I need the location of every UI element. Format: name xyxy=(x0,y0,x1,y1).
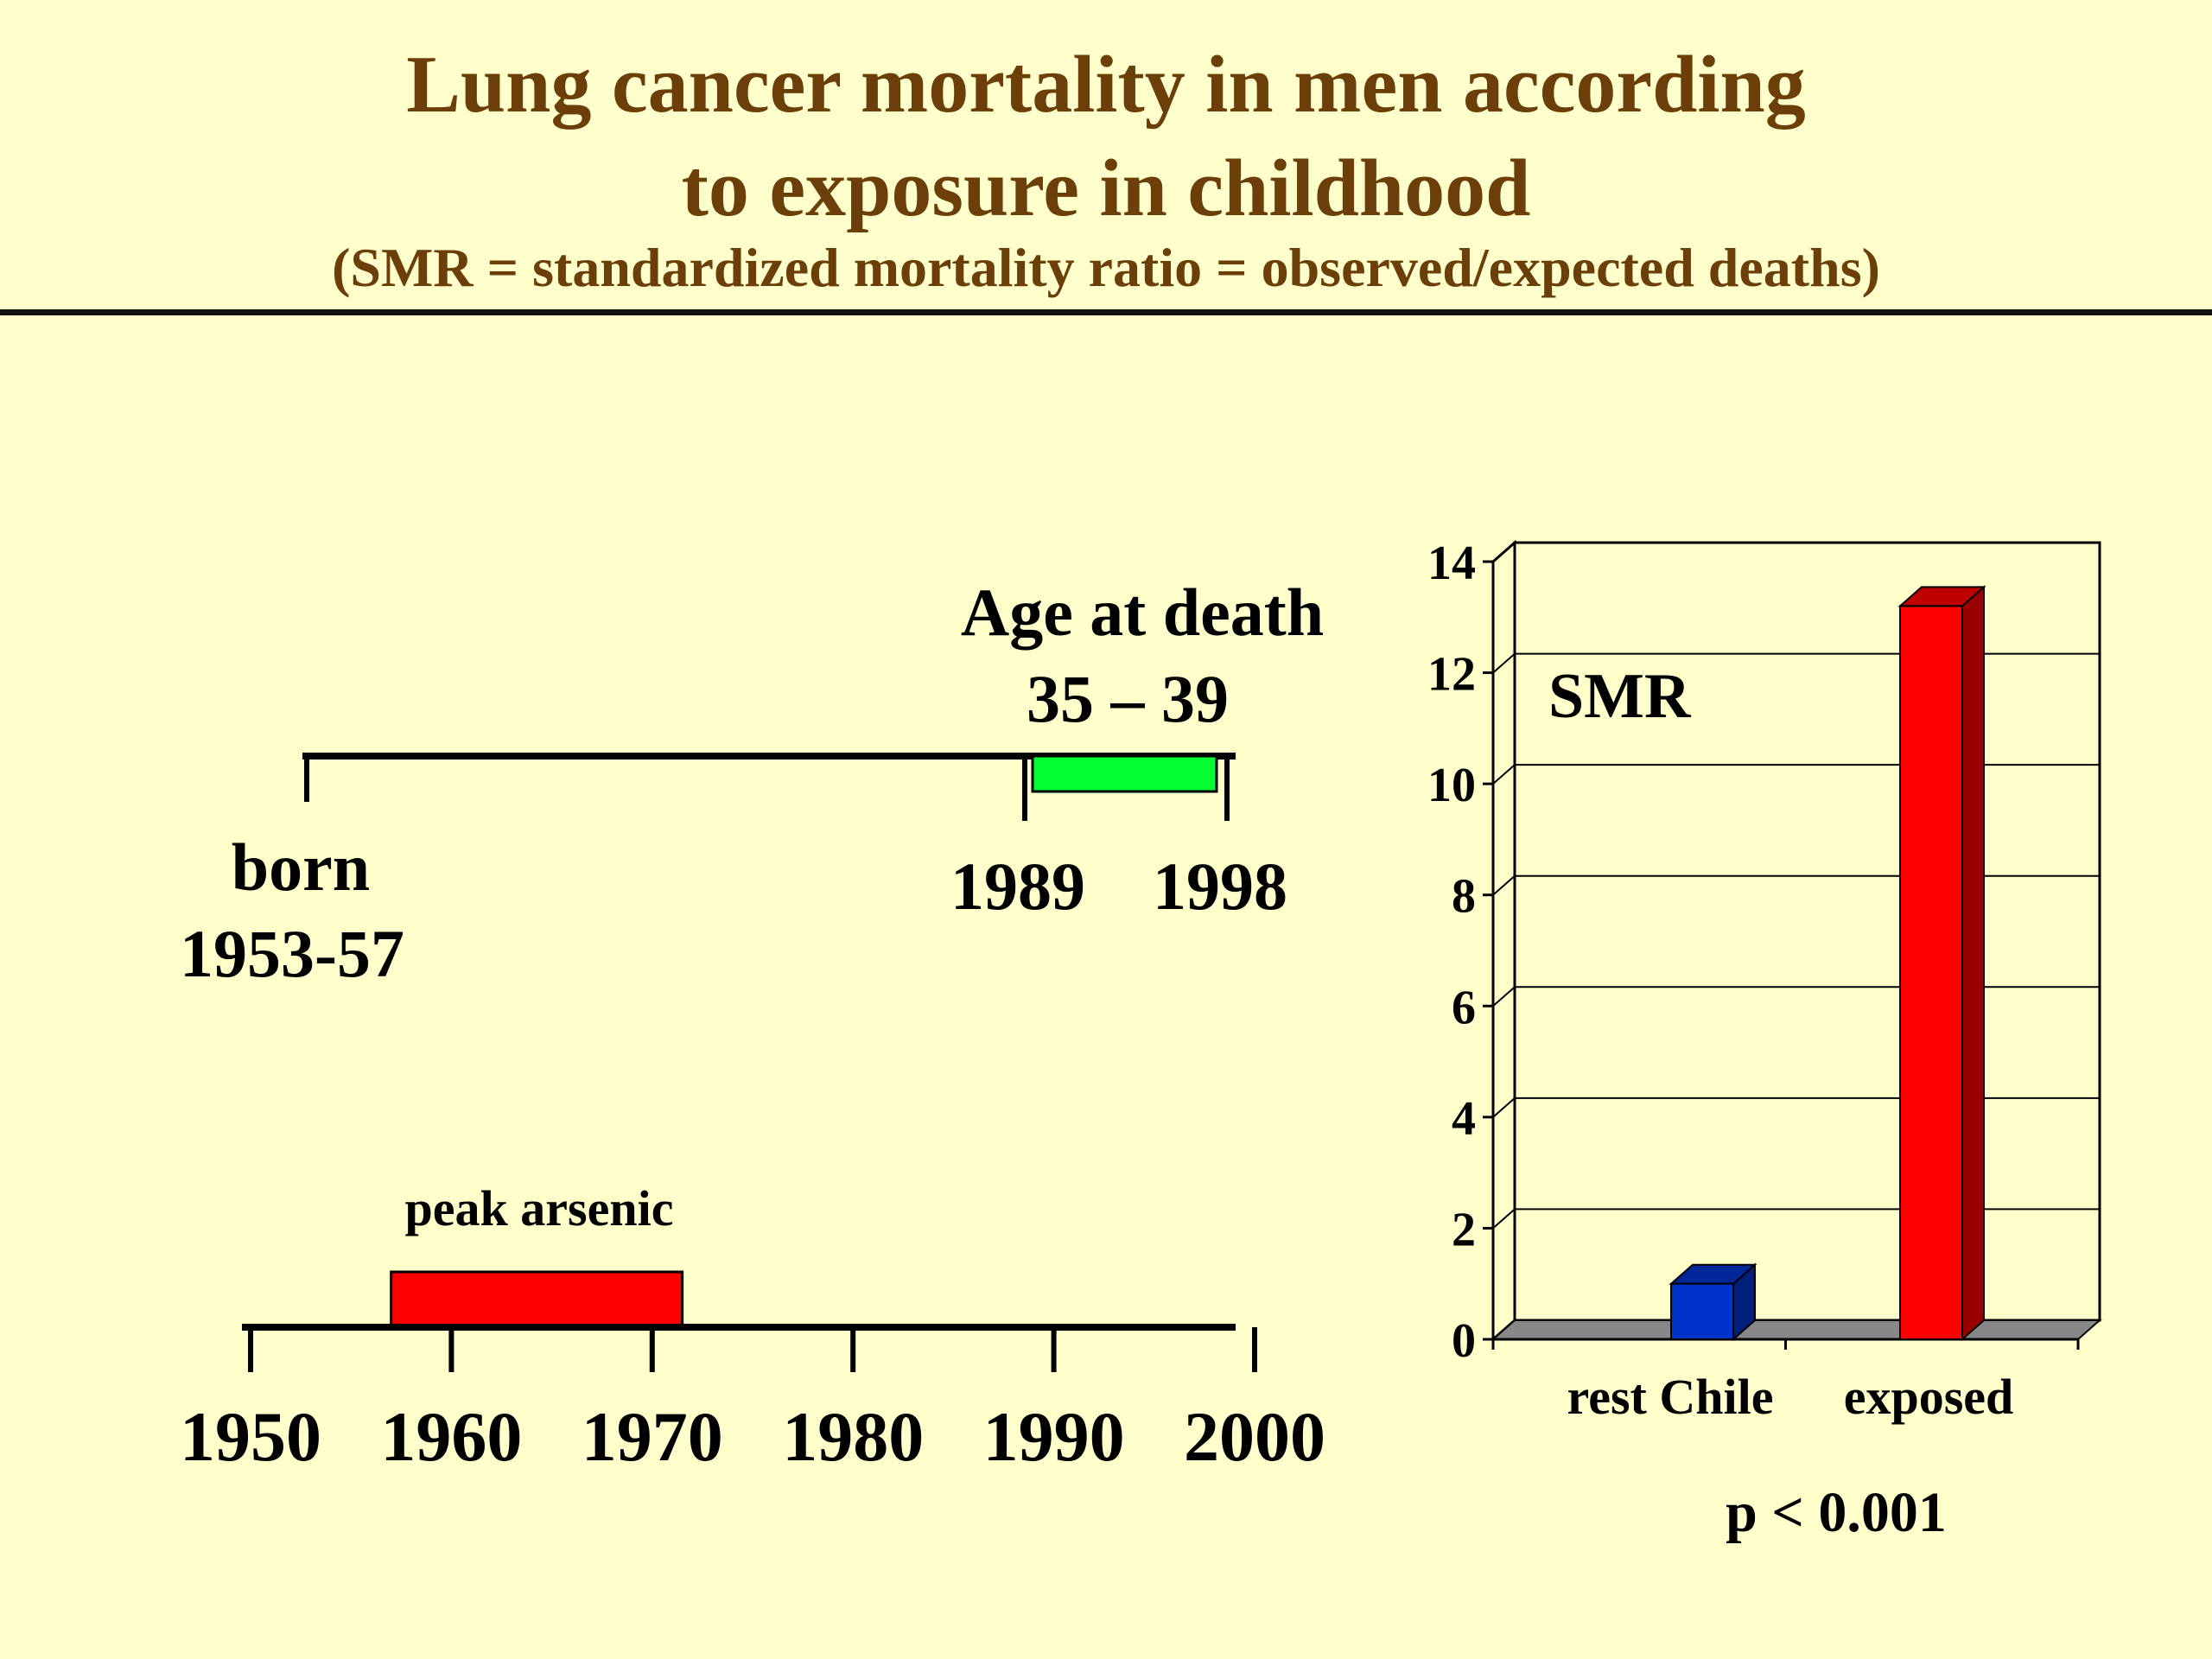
chart-title: SMR xyxy=(1548,661,1692,732)
year-tick-label: 1960 xyxy=(380,1397,522,1476)
y-tick-label: 2 xyxy=(1452,1203,1476,1256)
title-divider xyxy=(0,309,2212,315)
gridline-side xyxy=(1492,652,1516,674)
gridline-side xyxy=(1492,1208,1516,1230)
y-tick-label: 12 xyxy=(1427,648,1476,702)
death-start-year-label: 1989 xyxy=(950,849,1085,924)
category-label: rest Chile xyxy=(1567,1369,1774,1425)
y-tick-label: 14 xyxy=(1427,537,1476,590)
bar-side xyxy=(1961,585,1985,1342)
bar-front xyxy=(1670,1282,1734,1340)
bar-front xyxy=(1899,605,1963,1340)
death-end-year-label: 1998 xyxy=(1153,849,1287,924)
category-label: exposed xyxy=(1844,1369,2014,1425)
age-at-death-label: Age at death xyxy=(961,575,1324,650)
y-tick-label: 8 xyxy=(1452,870,1476,924)
p-value-annotation: p < 0.001 xyxy=(1726,1481,1947,1544)
gridline-side xyxy=(1492,542,1516,563)
y-tick-label: 4 xyxy=(1452,1092,1476,1146)
y-tick-label: 6 xyxy=(1452,981,1476,1034)
gridline-side xyxy=(1492,874,1516,896)
peak-arsenic-bar xyxy=(390,1270,684,1329)
bar-exposed xyxy=(1897,585,1986,1342)
chart-back-wall xyxy=(1513,541,2101,1322)
slide-title-line-2: to exposure in childhood xyxy=(681,143,1531,233)
chart-gridlines xyxy=(1492,542,2100,1230)
year-axis-ticks: 1950 1960 1970 1980 1990 2000 xyxy=(180,1327,1325,1476)
slide-subtitle: (SMR = standardized mortality ratio = ob… xyxy=(332,237,1880,298)
year-axis-timeline: peak arsenic 1950 1960 1970 1980 1990 2000 xyxy=(180,1180,1325,1476)
peak-arsenic-label: peak arsenic xyxy=(405,1180,674,1236)
year-tick-label: 1980 xyxy=(782,1397,924,1476)
born-years-label: 1953-57 xyxy=(180,916,404,991)
year-tick-label: 1950 xyxy=(180,1397,321,1476)
y-tick-label: 10 xyxy=(1427,759,1476,812)
x-axis-labels: rest Chile exposed xyxy=(1567,1369,2014,1425)
smr-bar-chart: 0 2 4 6 8 10 12 14 SMR rest Chile exposed p < 0.… xyxy=(1427,537,2102,1544)
gridline-side xyxy=(1492,986,1516,1007)
bar-rest-chile xyxy=(1669,1262,1758,1342)
x-axis-ticks xyxy=(1491,1339,2080,1350)
y-axis-ticks: 0 2 4 6 8 10 12 14 xyxy=(1427,537,1493,1368)
gridline-side xyxy=(1492,764,1516,785)
slide-title-line-1: Lung cancer mortality in men according xyxy=(406,40,1806,130)
chart-floor xyxy=(1491,1319,2102,1340)
year-tick-label: 1970 xyxy=(582,1397,723,1476)
chart-bars xyxy=(1669,585,1986,1342)
year-tick-label: 1990 xyxy=(983,1397,1125,1476)
life-timeline: Age at death 35 – 39 born 1953-57 1989 1… xyxy=(180,575,1324,991)
born-label: born xyxy=(232,830,370,905)
gridline-side xyxy=(1492,1097,1516,1118)
y-tick-label: 0 xyxy=(1452,1314,1476,1368)
age-range-label: 35 – 39 xyxy=(1027,661,1229,736)
year-tick-label: 2000 xyxy=(1184,1397,1325,1476)
death-period-bar xyxy=(1031,754,1218,793)
